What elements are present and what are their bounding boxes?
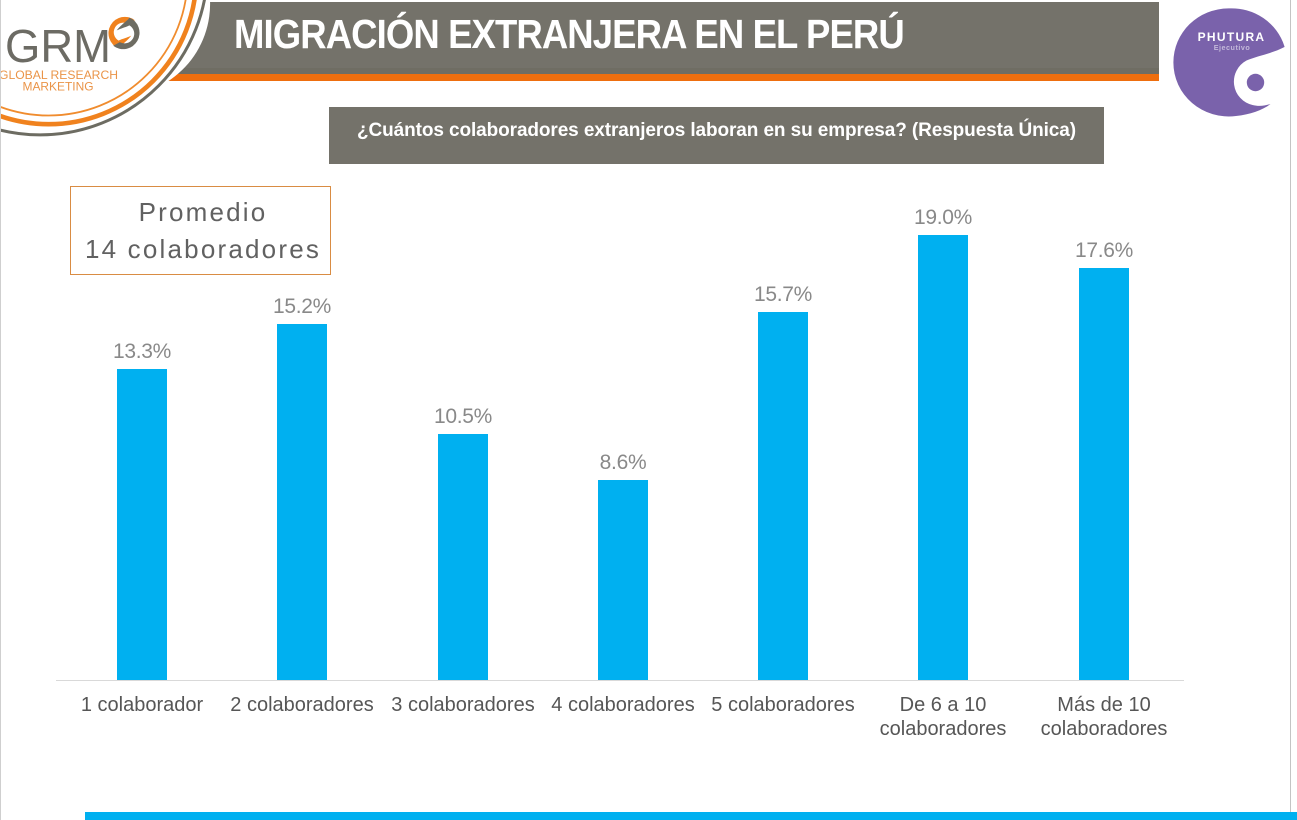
- svg-text:PHUTURA: PHUTURA: [1198, 30, 1266, 44]
- svg-text:Ejecutivo: Ejecutivo: [1214, 43, 1251, 52]
- svg-text:GRM: GRM: [5, 20, 111, 72]
- svg-text:GLOBAL RESEARCH: GLOBAL RESEARCH: [0, 68, 118, 82]
- svg-text:MARKETING: MARKETING: [23, 80, 94, 94]
